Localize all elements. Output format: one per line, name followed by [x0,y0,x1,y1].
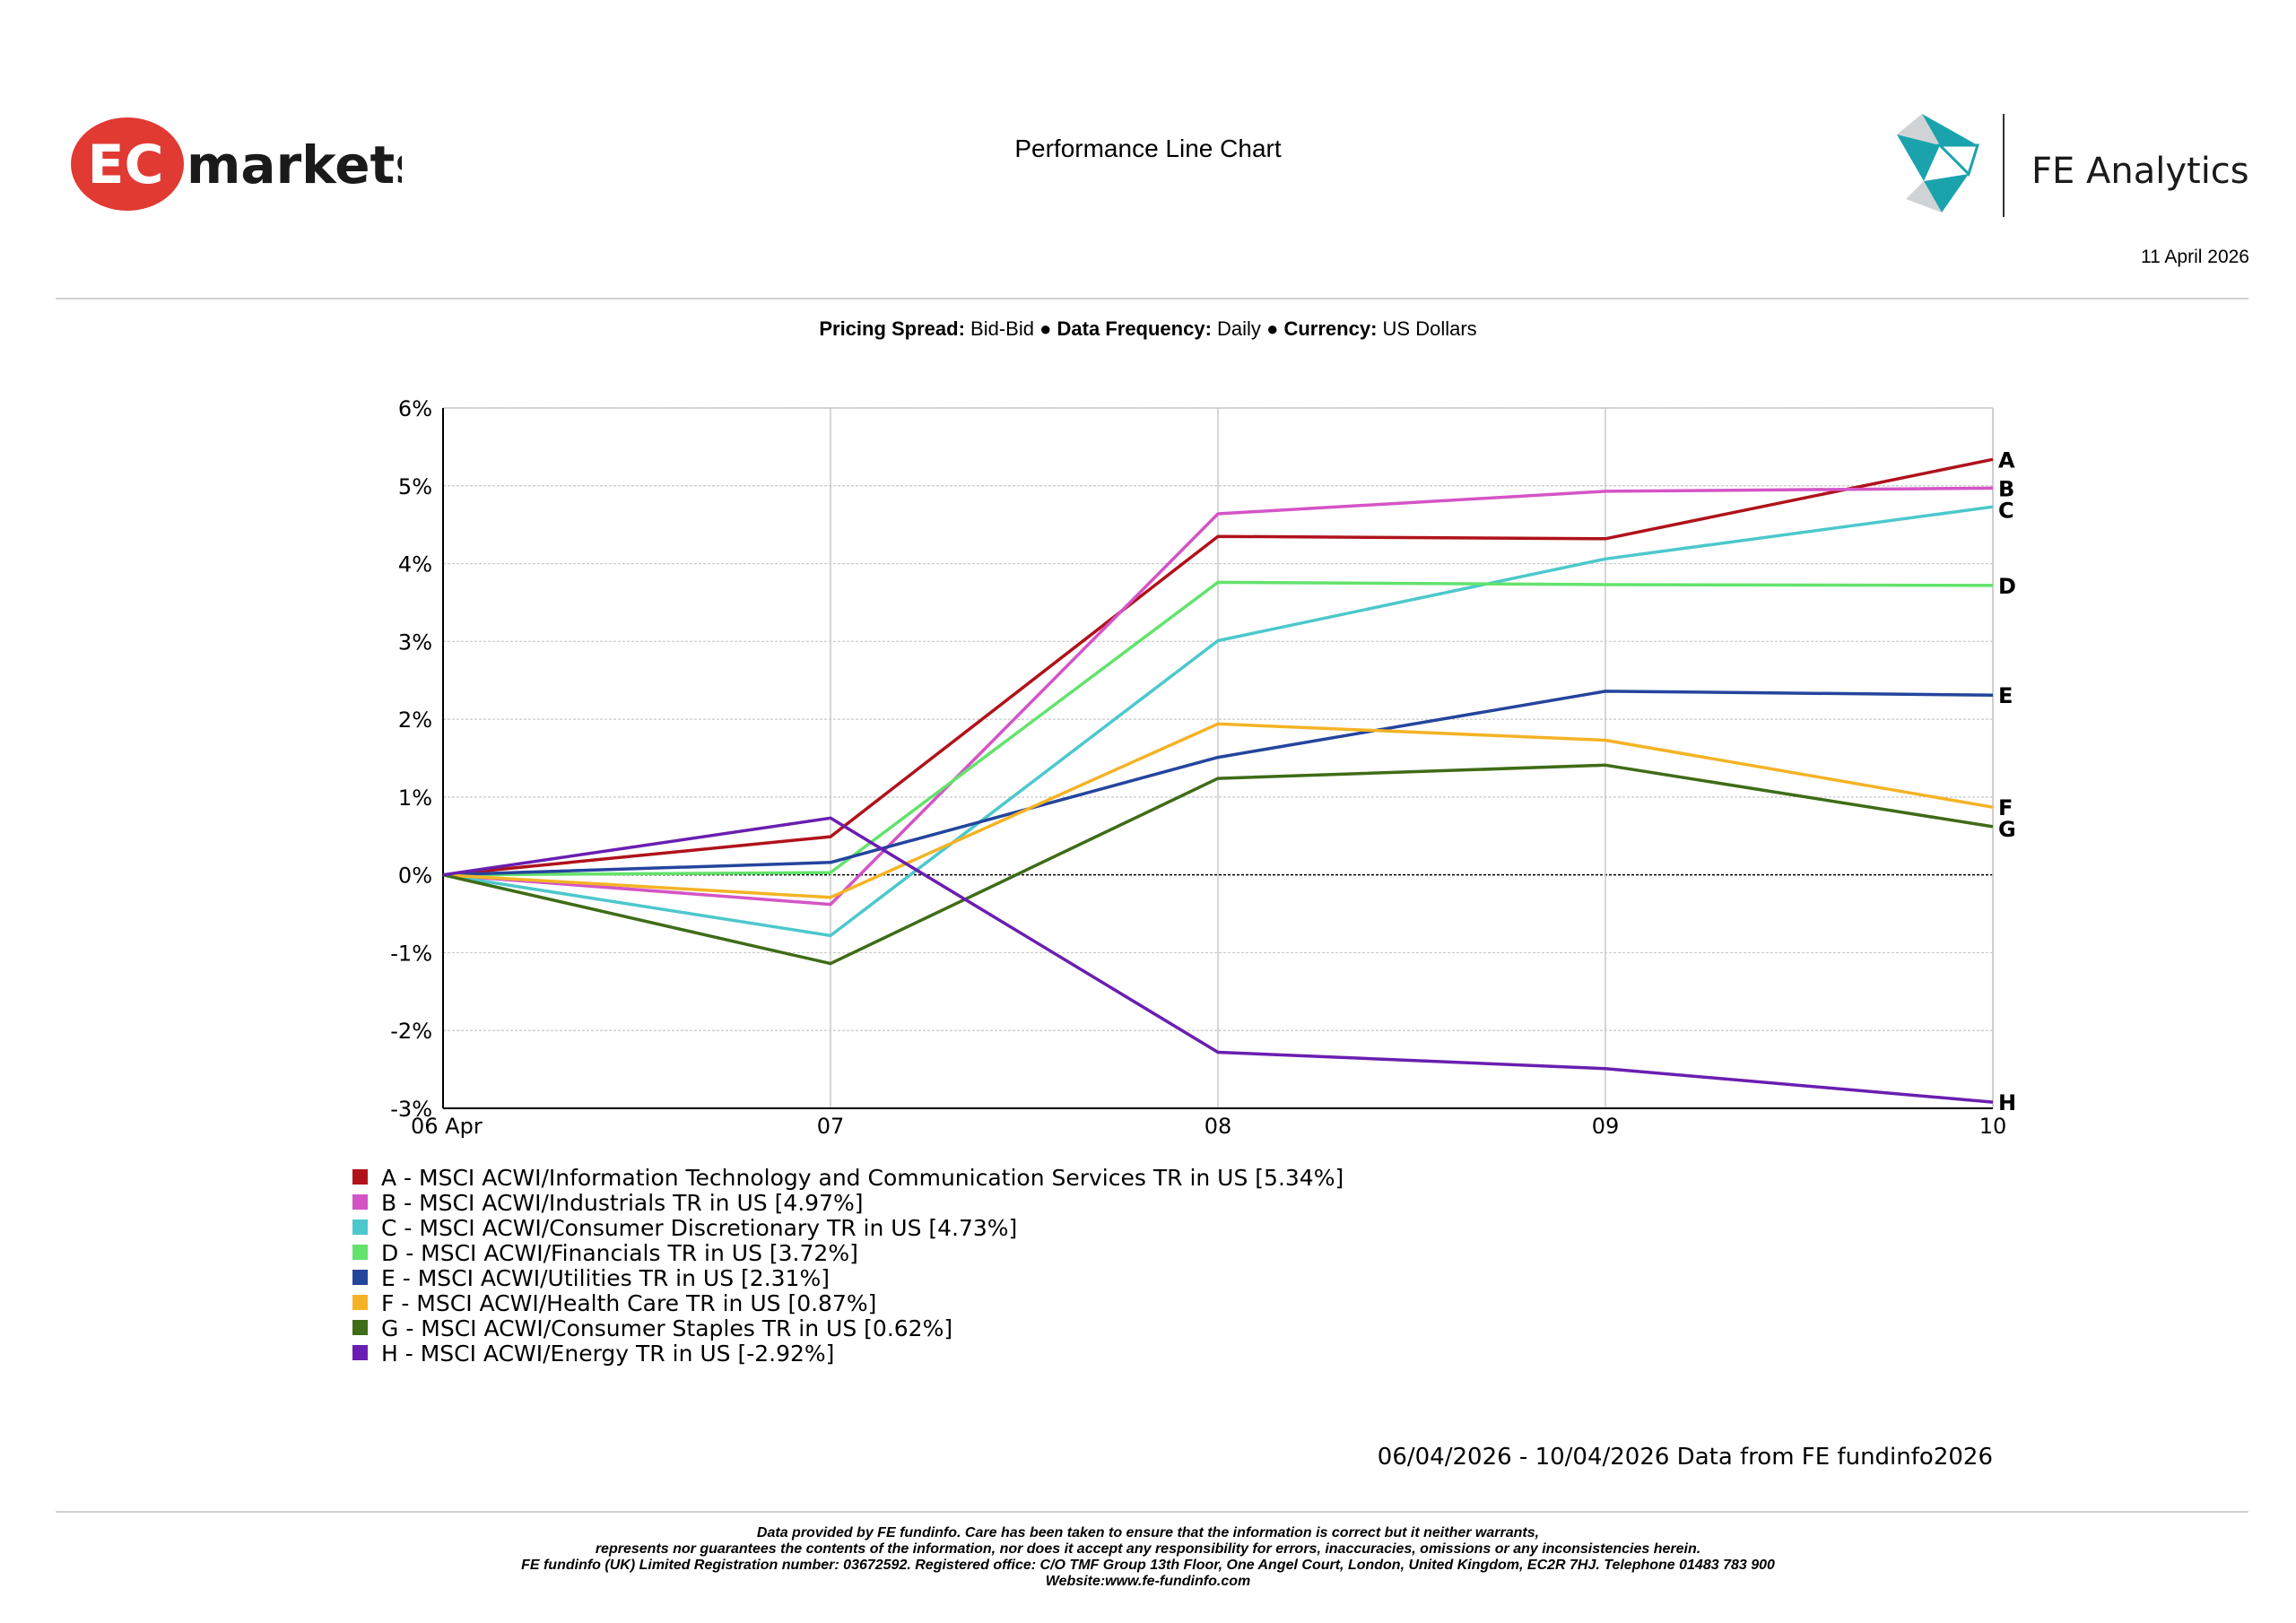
disclaimer: Data provided by FE fundinfo. Care has b… [0,1525,2296,1590]
x-tick-label: 06 Apr [411,1114,483,1139]
series-end-label: G [1998,817,2016,842]
series-line-e [442,690,1994,877]
legend-label: A - MSCI ACWI/Information Technology and… [381,1165,1344,1191]
legend-label: H - MSCI ACWI/Energy TR in US [-2.92%] [381,1341,835,1367]
y-tick-label: 0% [398,864,432,889]
chart-end-labels: ABC D E FG H [1998,447,2016,1115]
data-frequency-value: Daily [1217,317,1261,340]
y-tick-label: 2% [398,707,432,733]
disclaimer-line: FE fundinfo (UK) Limited Registration nu… [521,1558,1775,1573]
legend-swatch [352,1294,368,1310]
legend-label: B - MSCI ACWI/Industrials TR in US [4.97… [381,1190,864,1216]
ec-logo-mark: EC [87,134,163,196]
legend-item: F - MSCI ACWI/Health Care TR in US [0.87… [352,1291,1344,1316]
disclaimer-line: represents nor guarantees the contents o… [595,1541,1701,1557]
legend-item: E - MSCI ACWI/Utilities TR in US [2.31%] [352,1266,1344,1291]
disclaimer-line: Data provided by FE fundinfo. Care has b… [756,1525,1540,1541]
y-tick-label: 5% [398,474,432,499]
legend-item: H - MSCI ACWI/Energy TR in US [-2.92%] [352,1341,1344,1367]
y-tick-label: 3% [398,629,432,655]
series-end-label: A [1998,447,2015,473]
chart-settings-line: Pricing Spread: Bid-Bid ● Data Frequency… [0,317,2296,341]
legend-item: B - MSCI ACWI/Industrials TR in US [4.97… [352,1191,1344,1216]
legend-item: A - MSCI ACWI/Information Technology and… [352,1166,1344,1191]
y-tick-label: -1% [390,941,432,966]
separator-dot: ● [1266,317,1279,340]
chart-legend: A - MSCI ACWI/Information Technology and… [352,1166,1344,1367]
y-tick-label: 1% [398,785,432,811]
y-tick-label: -3% [390,1097,432,1122]
legend-swatch [352,1319,368,1335]
chart-axes: -3% -2% -1% 0% 1% 2% 3% 4% 5% 6% 06 Apr 07 08 09 10 [390,396,2006,1139]
legend-item: G - MSCI ACWI/Consumer Staples TR in US … [352,1316,1344,1341]
data-frequency-label: Data Frequency: [1057,317,1212,340]
pricing-spread-label: Pricing Spread: [819,317,965,340]
legend-label: E - MSCI ACWI/Utilities TR in US [2.31%] [381,1265,830,1291]
ec-markets-logo: EC markets [70,115,426,213]
legend-swatch [352,1219,368,1235]
chart-series [442,457,1994,1104]
legend-label: F - MSCI ACWI/Health Care TR in US [0.87… [381,1290,877,1316]
data-source-note: 06/04/2026 - 10/04/2026 Data from FE fun… [1377,1444,1993,1471]
x-tick-label: 09 [1592,1114,1620,1139]
x-tick-label: 07 [817,1114,845,1139]
legend-swatch [352,1244,368,1260]
y-tick-label: 6% [398,396,432,421]
series-line-h [442,816,1994,1104]
disclaimer-line: Website:www.fe-fundinfo.com [1045,1574,1251,1589]
series-line-a [442,457,1994,877]
series-line-b [442,486,1994,907]
series-end-label: D [1998,574,2016,599]
series-end-label: E [1998,683,2013,708]
footer-divider [56,1511,2248,1513]
y-tick-label: -2% [390,1019,432,1044]
x-tick-label: 10 [1979,1114,2007,1139]
series-end-label: H [1998,1090,2016,1115]
series-line-d [442,580,1994,877]
series-line-f [442,722,1994,899]
legend-label: D - MSCI ACWI/Financials TR in US [3.72%… [381,1240,858,1266]
report-date: 11 April 2026 [2140,247,2249,267]
currency-label: Currency: [1283,317,1378,340]
series-line-g [442,763,1994,966]
series-end-label: B [1998,476,2014,501]
legend-label: C - MSCI ACWI/Consumer Discretionary TR … [381,1215,1018,1241]
legend-swatch [352,1269,368,1285]
fe-analytics-wordmark: FE Analytics [2031,151,2249,192]
pricing-spread-value: Bid-Bid [970,317,1034,340]
legend-swatch [352,1168,368,1185]
series-line-c [442,505,1994,938]
x-tick-label: 08 [1205,1114,1232,1139]
legend-item: D - MSCI ACWI/Financials TR in US [3.72%… [352,1241,1344,1266]
legend-label: G - MSCI ACWI/Consumer Staples TR in US … [381,1315,953,1341]
separator-dot: ● [1039,317,1052,340]
currency-value: US Dollars [1382,317,1477,340]
ec-logo-wordmark: markets [187,135,402,195]
y-tick-label: 4% [398,552,432,577]
legend-swatch [352,1344,368,1360]
report-title: Performance Line Chart [1014,135,1282,162]
legend-swatch [352,1193,368,1210]
legend-item: C - MSCI ACWI/Consumer Discretionary TR … [352,1216,1344,1241]
fe-analytics-logo: FE Analytics [1888,109,2256,221]
header-divider [56,298,2248,299]
series-end-label: F [1998,795,2013,820]
series-end-label: C [1998,498,2014,523]
